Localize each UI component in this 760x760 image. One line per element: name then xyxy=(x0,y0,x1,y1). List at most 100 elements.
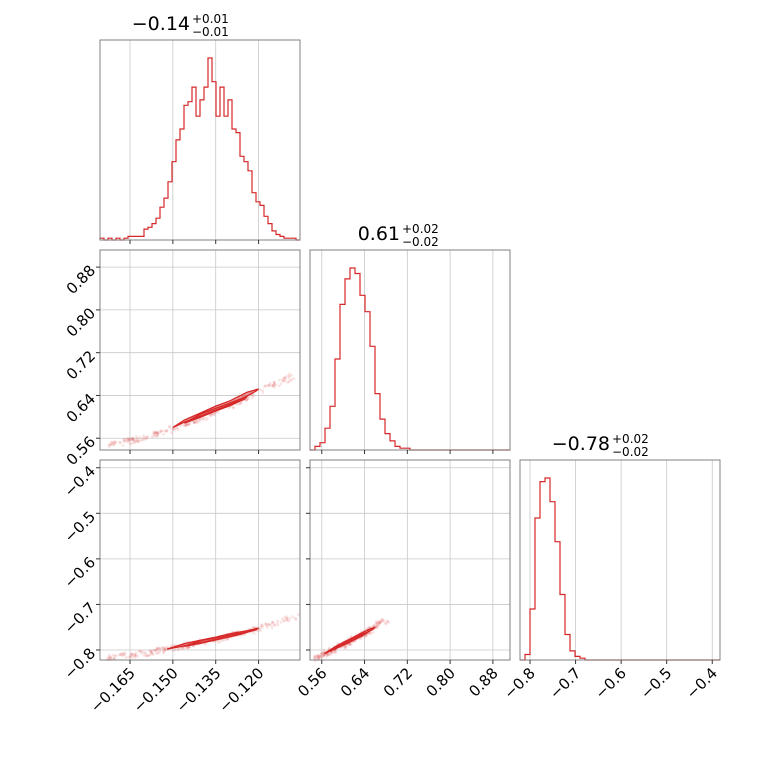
sample-point xyxy=(287,619,291,623)
sample-point xyxy=(209,413,213,417)
sample-point xyxy=(112,443,115,447)
sample-point xyxy=(130,442,134,445)
sample-point xyxy=(119,653,123,657)
sample-point xyxy=(348,642,352,646)
sample-point xyxy=(133,654,137,658)
sample-point xyxy=(327,652,331,655)
sample-point xyxy=(322,654,325,658)
sample-point xyxy=(187,423,191,426)
sample-point xyxy=(381,620,384,623)
sample-point xyxy=(118,441,122,444)
sample-point xyxy=(114,440,118,444)
sample-point xyxy=(261,389,265,392)
sample-point xyxy=(131,655,135,659)
sample-point xyxy=(134,435,138,438)
sample-point xyxy=(151,430,155,434)
sample-point xyxy=(251,625,255,629)
sample-point xyxy=(129,656,133,660)
sample-point xyxy=(273,624,276,627)
sample-point xyxy=(141,438,145,442)
sample-point xyxy=(154,431,157,434)
y-tick-label: −0.5 xyxy=(61,508,99,546)
sample-point xyxy=(259,624,263,628)
x-tick-label: 0.72 xyxy=(380,664,416,700)
sample-point xyxy=(138,436,142,439)
sample-point xyxy=(376,624,379,628)
sample-point xyxy=(143,437,147,441)
sample-point xyxy=(382,619,386,623)
sample-point xyxy=(133,655,137,659)
sample-point xyxy=(386,620,390,624)
sample-point xyxy=(265,384,269,387)
sample-point xyxy=(344,646,348,649)
sample-point xyxy=(313,655,316,658)
sample-point xyxy=(130,652,134,656)
sample-point xyxy=(319,652,323,656)
sample-point xyxy=(182,647,186,650)
sample-point xyxy=(217,640,220,644)
sample-point xyxy=(283,376,286,379)
sample-point xyxy=(320,651,323,655)
sample-point xyxy=(208,413,212,417)
sample-point xyxy=(223,638,227,642)
sample-point xyxy=(282,619,286,623)
sample-point xyxy=(197,419,201,423)
sample-point xyxy=(130,652,134,656)
sample-point xyxy=(289,379,292,382)
sample-point xyxy=(346,643,350,647)
sample-point xyxy=(267,623,271,627)
sample-point xyxy=(193,421,197,425)
sample-point xyxy=(204,418,208,422)
sample-point xyxy=(149,649,153,653)
sample-point xyxy=(150,651,154,655)
sample-point xyxy=(244,398,248,402)
sample-point xyxy=(156,430,160,434)
sample-point xyxy=(319,655,322,659)
sample-point xyxy=(364,627,368,631)
sample-point xyxy=(163,429,167,433)
sample-point xyxy=(274,383,278,387)
sample-point xyxy=(118,653,121,657)
sample-point xyxy=(377,621,381,625)
sample-point xyxy=(232,406,235,410)
sample-point xyxy=(113,654,117,657)
sample-point xyxy=(294,617,297,620)
y-tick-label: 0.72 xyxy=(63,347,99,383)
x-tick-label: 0.88 xyxy=(465,664,501,700)
sample-point xyxy=(159,429,162,433)
sample-point xyxy=(164,430,168,433)
x-tick-label: −0.7 xyxy=(546,664,584,702)
sample-point xyxy=(283,619,287,623)
sample-point xyxy=(218,640,222,643)
sample-point xyxy=(325,655,329,658)
sample-point xyxy=(138,649,142,653)
sample-point xyxy=(166,645,170,649)
sample-point xyxy=(285,615,289,619)
sample-point xyxy=(136,654,140,658)
sample-point xyxy=(334,651,338,654)
sample-point xyxy=(265,625,269,629)
sample-point xyxy=(375,623,379,627)
sample-point xyxy=(220,639,224,642)
sample-point xyxy=(276,619,280,623)
sample-point xyxy=(202,417,206,421)
sample-point xyxy=(129,437,133,441)
sample-point xyxy=(150,435,154,438)
sample-point xyxy=(136,438,140,442)
sample-point xyxy=(279,382,283,385)
sample-point xyxy=(107,653,111,657)
sample-point xyxy=(263,384,267,388)
sample-point xyxy=(369,631,373,635)
sample-point xyxy=(137,649,141,653)
sample-point xyxy=(155,648,158,652)
sample-point xyxy=(132,438,135,441)
sample-point xyxy=(153,431,157,435)
sample-point xyxy=(387,620,390,624)
sample-point xyxy=(371,630,375,634)
sample-point xyxy=(268,383,272,387)
sample-point xyxy=(264,622,267,625)
x-tick-label: −0.150 xyxy=(130,664,182,716)
sample-point xyxy=(281,379,284,382)
sample-point xyxy=(155,431,158,435)
sample-point xyxy=(141,436,145,440)
